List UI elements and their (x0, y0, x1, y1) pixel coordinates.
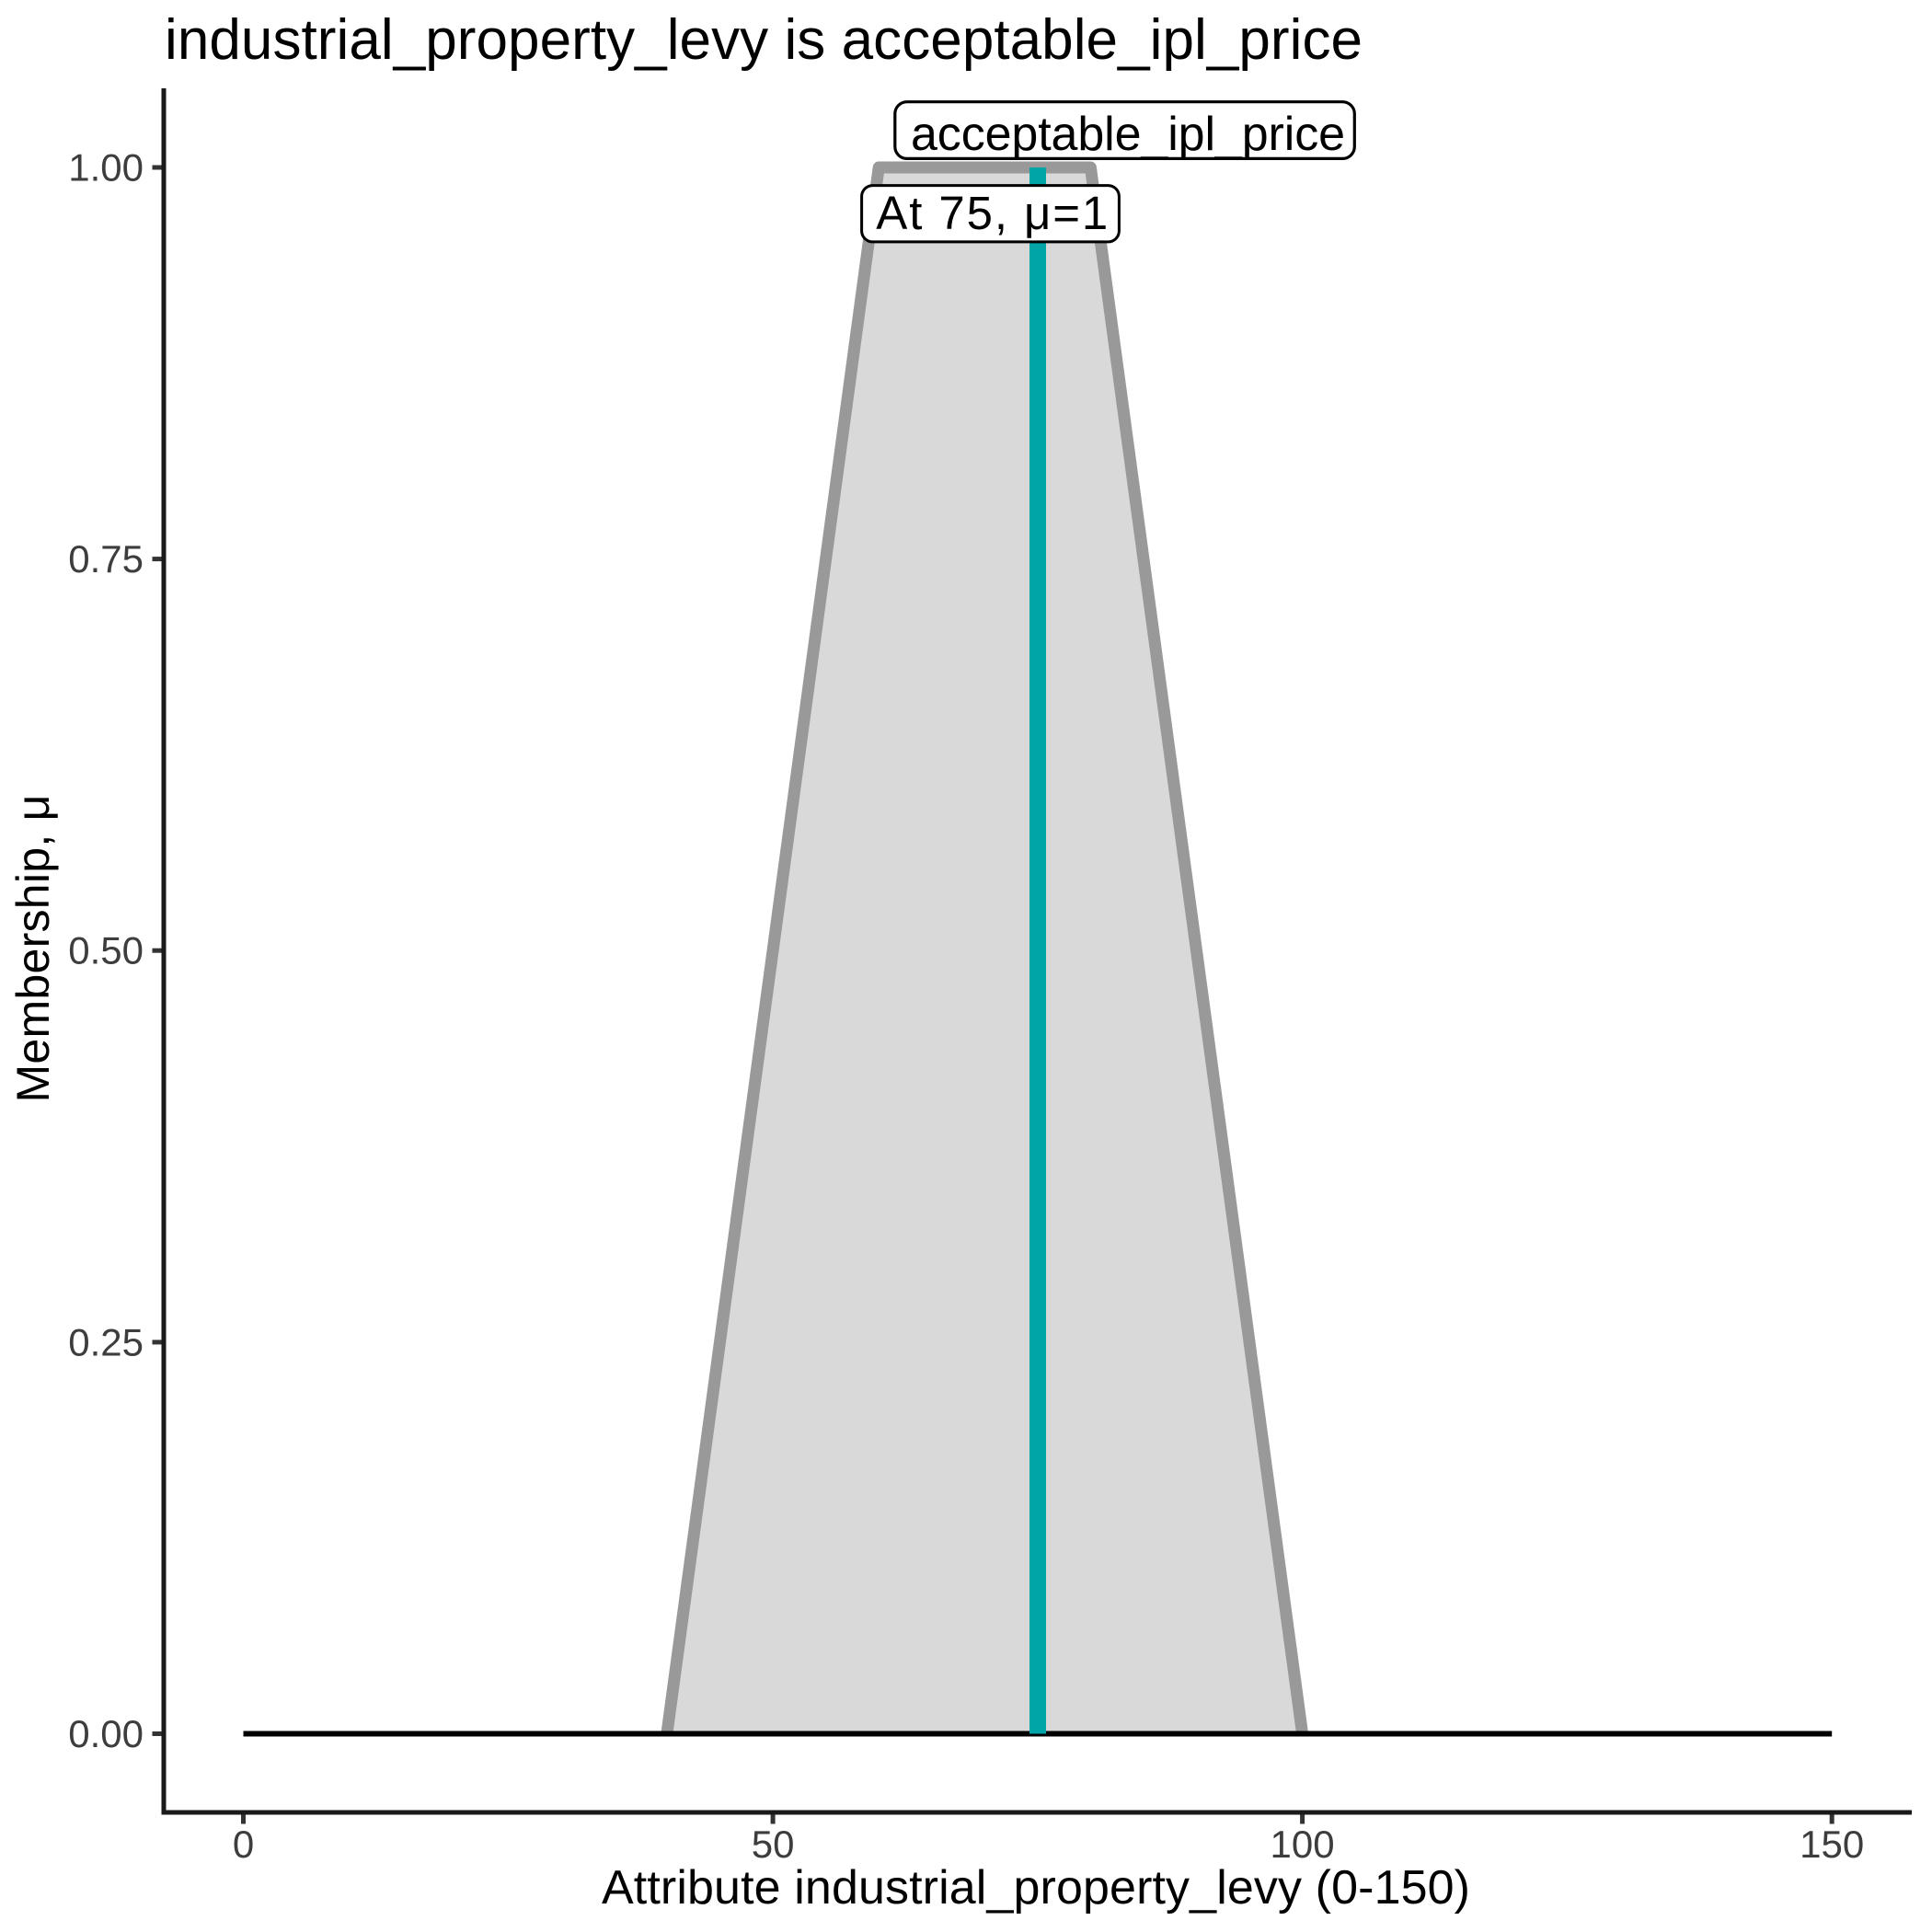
svg-text:Membership, μ: Membership, μ (7, 795, 59, 1103)
svg-text:100: 100 (1271, 1823, 1335, 1866)
svg-text:0.25: 0.25 (68, 1320, 144, 1363)
svg-text:0.00: 0.00 (68, 1712, 144, 1755)
svg-text:150: 150 (1800, 1823, 1864, 1866)
svg-text:acceptable_ipl_price: acceptable_ipl_price (911, 108, 1345, 161)
svg-text:industrial_property_levy is ac: industrial_property_levy is acceptable_i… (165, 8, 1363, 72)
svg-text:1.00: 1.00 (68, 146, 144, 190)
svg-text:0.75: 0.75 (68, 537, 144, 581)
svg-text:50: 50 (752, 1823, 795, 1866)
svg-text:0.50: 0.50 (68, 929, 144, 972)
svg-text:Attribute industrial_property_: Attribute industrial_property_levy (0-15… (602, 1861, 1470, 1915)
svg-text:At 75, μ=1: At 75, μ=1 (876, 187, 1108, 239)
svg-text:0: 0 (233, 1823, 254, 1866)
